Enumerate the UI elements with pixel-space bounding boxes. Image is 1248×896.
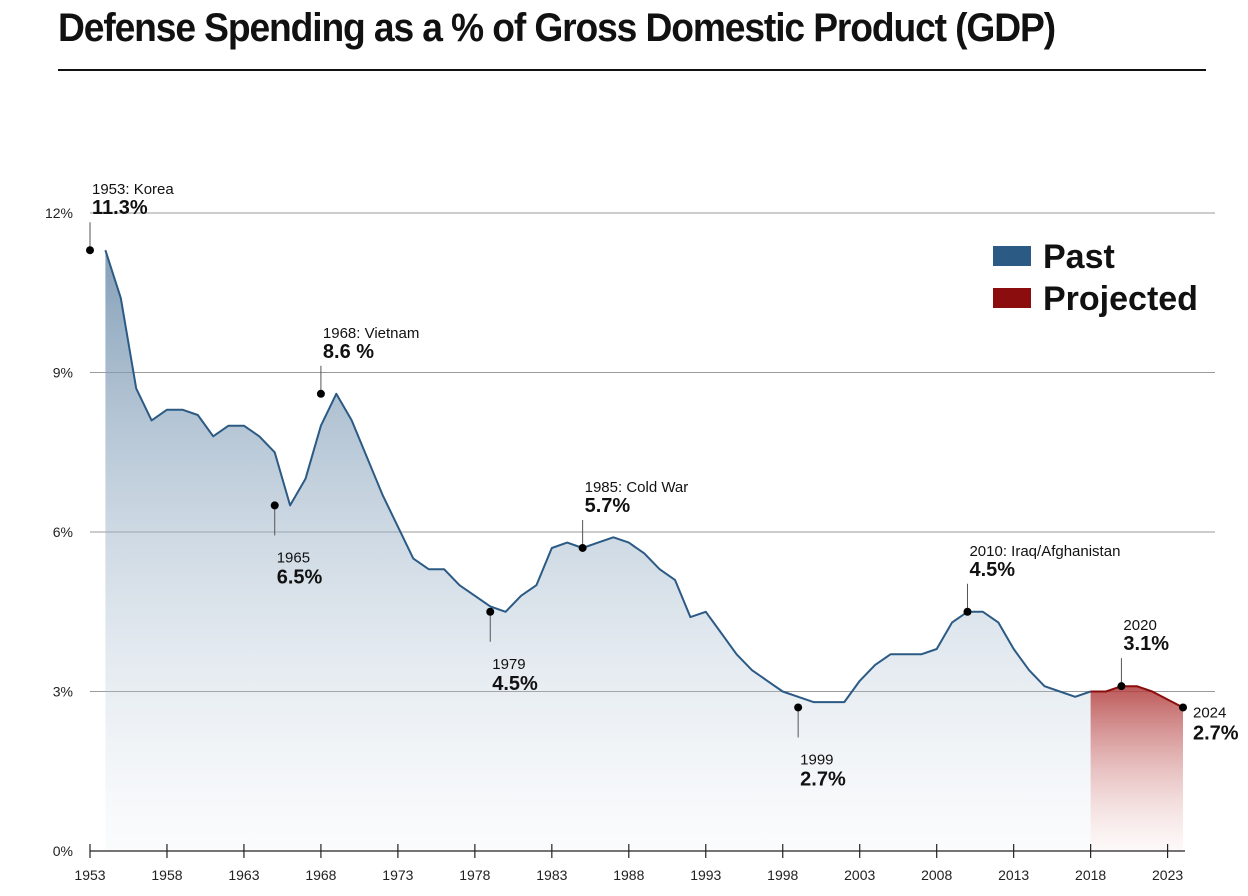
annotation-value: 2.7% — [1193, 722, 1239, 744]
x-tick-label: 1953 — [74, 867, 105, 883]
annotation-label: 2020 — [1123, 617, 1156, 634]
annotation-label: 1953: Korea — [92, 181, 174, 198]
data-point-marker — [578, 543, 587, 552]
x-tick-label: 1983 — [536, 867, 567, 883]
x-tick-label: 2008 — [921, 867, 952, 883]
annotation-value: 6.5% — [277, 566, 323, 588]
x-tick-label: 1963 — [228, 867, 259, 883]
x-tick-label: 1998 — [767, 867, 798, 883]
data-point-marker — [486, 607, 495, 616]
legend-label-projected: Projected — [1043, 280, 1198, 318]
annotation-value: 11.3% — [92, 197, 148, 219]
annotation-label: 1999 — [800, 751, 833, 768]
legend-swatch-projected — [993, 288, 1031, 308]
data-point-marker — [316, 389, 325, 398]
x-tick-label: 1978 — [459, 867, 490, 883]
y-tick-label: 0% — [53, 843, 73, 859]
area-projected — [1090, 686, 1183, 851]
data-point-marker — [1117, 682, 1126, 691]
x-tick-label: 2018 — [1075, 867, 1106, 883]
x-tick-label: 2003 — [844, 867, 875, 883]
y-axis: 0% 3% 6% 9% 12% — [45, 205, 73, 859]
x-axis: 1953 1958 1963 1968 1973 1978 1983 1988 1993 1998… — [74, 844, 1185, 883]
annotation-value: 2.7% — [800, 768, 846, 790]
data-point-marker — [86, 246, 94, 255]
data-point-marker — [963, 607, 972, 616]
legend-label-past: Past — [1043, 238, 1115, 276]
legend: Past Projected — [993, 238, 1198, 318]
annotation-label: 1985: Cold War — [585, 479, 689, 496]
y-tick-label: 12% — [45, 205, 73, 221]
series-line-projected — [1090, 685, 1184, 709]
x-tick-label: 1993 — [690, 867, 721, 883]
annotation-label: 1965 — [277, 549, 310, 566]
annotation-value: 3.1% — [1123, 633, 1169, 655]
x-tick-label: 1968 — [305, 867, 336, 883]
x-tick-label: 1973 — [382, 867, 413, 883]
legend-swatch-past — [993, 246, 1031, 266]
annotation-label: 1968: Vietnam — [323, 325, 419, 342]
x-tick-label: 1988 — [613, 867, 644, 883]
area-past — [105, 250, 1091, 851]
y-tick-label: 9% — [53, 365, 73, 381]
annotation-value: 8.6 % — [323, 341, 374, 363]
data-point-marker — [1179, 703, 1187, 712]
x-tick-label: 2023 — [1152, 867, 1183, 883]
y-tick-label: 6% — [53, 524, 73, 540]
x-tick-label: 1958 — [151, 867, 182, 883]
annotation-label: 1979 — [492, 656, 525, 673]
data-point-marker — [270, 501, 279, 510]
chart-title: Defense Spending as a % of Gross Domesti… — [58, 6, 1056, 50]
series-line-past — [104, 249, 1091, 704]
annotation-value: 5.7% — [585, 495, 631, 517]
data-point-marker — [794, 703, 803, 712]
y-tick-label: 3% — [53, 684, 73, 700]
x-tick-label: 2013 — [998, 867, 1029, 883]
area-layer — [104, 249, 1184, 851]
annotation-label: 2010: Iraq/Afghanistan — [969, 543, 1120, 560]
annotation-label: 2024 — [1193, 704, 1226, 721]
annotation-value: 4.5% — [492, 673, 538, 695]
annotation-value: 4.5% — [969, 559, 1015, 581]
title-divider — [58, 69, 1206, 71]
